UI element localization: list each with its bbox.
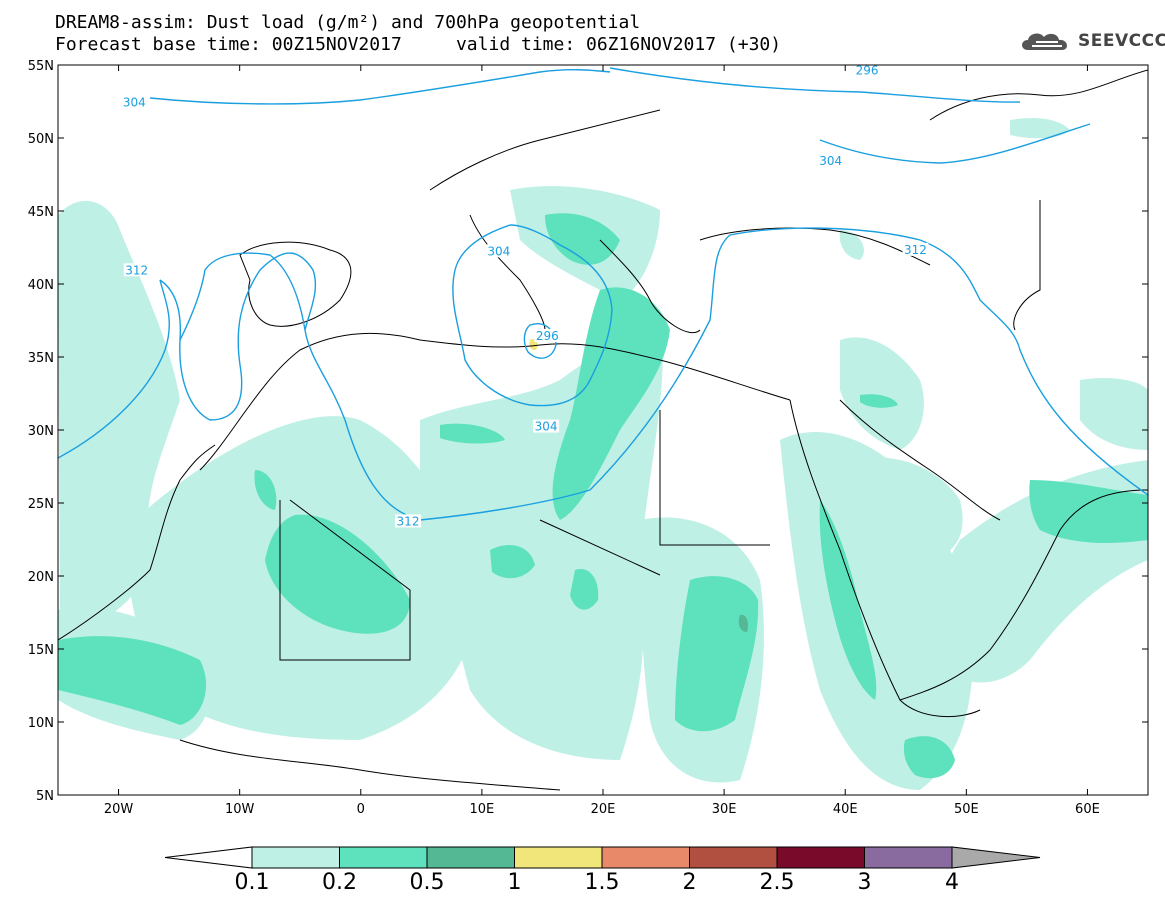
colorbar-label: 1.5 bbox=[585, 870, 620, 895]
lat-tick-label: 15N bbox=[28, 643, 54, 658]
longitude-axis: 20W 10W 0 10E 20E 30E 40E 50E 60E bbox=[104, 65, 1100, 817]
lat-tick-label: 35N bbox=[28, 351, 54, 366]
geopotential-contours bbox=[58, 67, 1148, 521]
lat-tick-label: 40N bbox=[28, 278, 54, 293]
lat-tick-label: 25N bbox=[28, 497, 54, 512]
colorbar-label: 0.1 bbox=[235, 870, 270, 895]
colorbar-box bbox=[339, 846, 428, 869]
seevccc-logo: SEEVCCC bbox=[1018, 28, 1165, 54]
colorbar-label: 0.5 bbox=[410, 870, 445, 895]
logo-text: SEEVCCC bbox=[1078, 31, 1165, 51]
contour-label: 304 bbox=[123, 95, 146, 109]
contour-label-bg bbox=[902, 242, 929, 256]
dust-shading bbox=[58, 118, 1148, 790]
lat-tick-label: 50N bbox=[28, 132, 54, 147]
contour-label-bg bbox=[121, 95, 148, 109]
lat-tick-label: 30N bbox=[28, 424, 54, 439]
lat-tick-label: 5N bbox=[36, 789, 54, 804]
contour-labels: 304296304312304312296312304312 bbox=[121, 63, 929, 528]
contour-label-bg bbox=[395, 514, 422, 528]
colorbar-box bbox=[251, 846, 340, 869]
contour-label: 296 bbox=[536, 329, 559, 343]
lon-tick-label: 10E bbox=[470, 802, 495, 817]
colorbar: 0.1 0.2 0.5 1 1.5 2 2.5 3 4 bbox=[164, 846, 1041, 895]
colorbar-label: 2 bbox=[683, 870, 697, 895]
lon-tick-label: 10W bbox=[225, 802, 255, 817]
contour-label-bg bbox=[817, 153, 844, 167]
contour-label-bg bbox=[533, 419, 560, 433]
colorbar-box bbox=[514, 846, 603, 869]
lon-tick-label: 20W bbox=[104, 802, 134, 817]
colorbar-label: 1 bbox=[508, 870, 522, 895]
contour-label: 312 bbox=[904, 243, 927, 257]
lat-tick-label: 55N bbox=[28, 59, 54, 74]
lat-tick-label: 10N bbox=[28, 716, 54, 731]
contour-label: 304 bbox=[819, 154, 842, 168]
contour-label-bg bbox=[485, 244, 512, 258]
lon-tick-label: 50E bbox=[954, 802, 979, 817]
coastlines bbox=[58, 69, 1148, 791]
contour-label: 296 bbox=[856, 63, 879, 77]
contour-label: 312 bbox=[125, 263, 148, 277]
lon-tick-label: 20E bbox=[591, 802, 616, 817]
colorbar-box bbox=[601, 846, 690, 869]
colorbar-label: 4 bbox=[945, 870, 959, 895]
colorbar-high-arrow bbox=[951, 846, 1041, 869]
lat-tick-label: 45N bbox=[28, 205, 54, 220]
latitude-axis: 55N 50N 45N 40N 35N 30N 25N 20N 15N 10N 5N bbox=[28, 59, 1148, 804]
colorbar-box bbox=[689, 846, 778, 869]
map-title: DREAM8-assim: Dust load (g/m²) and 700hP… bbox=[55, 12, 641, 33]
lon-tick-label: 60E bbox=[1075, 802, 1100, 817]
map-subtitle: Forecast base time: 00Z15NOV2017 valid t… bbox=[55, 34, 782, 55]
cloud-icon bbox=[1022, 33, 1068, 50]
contour-label: 312 bbox=[397, 514, 420, 528]
colorbar-label: 3 bbox=[858, 870, 872, 895]
colorbar-label: 0.2 bbox=[322, 870, 357, 895]
colorbar-box bbox=[426, 846, 515, 869]
colorbar-label: 2.5 bbox=[760, 870, 795, 895]
lon-tick-label: 40E bbox=[833, 802, 858, 817]
contour-label-bg bbox=[854, 63, 881, 77]
lon-tick-label: 0 bbox=[357, 802, 365, 817]
colorbar-box bbox=[776, 846, 865, 869]
contour-label: 304 bbox=[487, 244, 510, 258]
contour-label-bg bbox=[123, 263, 150, 277]
contour-label: 304 bbox=[535, 420, 558, 434]
lon-tick-label: 30E bbox=[712, 802, 737, 817]
lat-tick-label: 20N bbox=[28, 570, 54, 585]
colorbar-low-arrow bbox=[164, 846, 253, 869]
contour-label-bg bbox=[534, 329, 561, 343]
colorbar-box bbox=[864, 846, 953, 869]
